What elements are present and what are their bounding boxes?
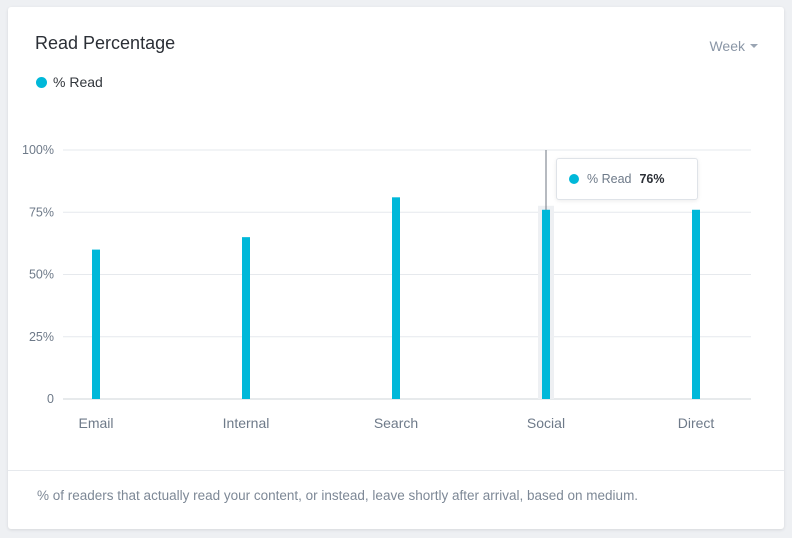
range-selector-label: Week xyxy=(709,38,745,54)
legend-label: % Read xyxy=(53,74,103,90)
y-tick-label: 0 xyxy=(47,392,54,406)
chevron-down-icon xyxy=(750,44,758,48)
tooltip-dot-icon xyxy=(569,174,579,184)
x-tick-label: Direct xyxy=(678,415,715,431)
bar-direct xyxy=(692,209,700,399)
y-tick-label: 100% xyxy=(22,143,54,157)
legend-dot-icon xyxy=(36,76,47,88)
card-title: Read Percentage xyxy=(35,33,176,53)
x-tick-label: Search xyxy=(374,415,418,431)
chart-tooltip: % Read 76% xyxy=(556,158,698,200)
tooltip-label: % Read xyxy=(587,172,632,186)
bar-chart: 0 25% 50% 75% 100% Email Internal Search Social D… xyxy=(22,143,751,431)
bar-email xyxy=(92,249,100,399)
range-selector[interactable]: Week xyxy=(709,38,758,54)
x-tick-label: Email xyxy=(78,415,113,431)
y-tick-label: 75% xyxy=(29,205,54,219)
x-tick-label: Social xyxy=(527,415,565,431)
bar-social xyxy=(542,209,550,399)
x-tick-label: Internal xyxy=(223,415,270,431)
card-divider xyxy=(8,470,784,471)
tooltip-value: 76% xyxy=(639,172,665,186)
y-tick-label: 25% xyxy=(29,330,54,344)
y-tick-label: 50% xyxy=(29,268,54,282)
chart-legend[interactable]: % Read xyxy=(36,74,103,90)
read-percentage-card: Read Percentage Week % Read 0 25% 50% 75% 10… xyxy=(8,7,784,529)
bar-search xyxy=(392,197,400,399)
bar-internal xyxy=(242,237,250,399)
card-footer: % of readers that actually read your con… xyxy=(37,488,639,503)
